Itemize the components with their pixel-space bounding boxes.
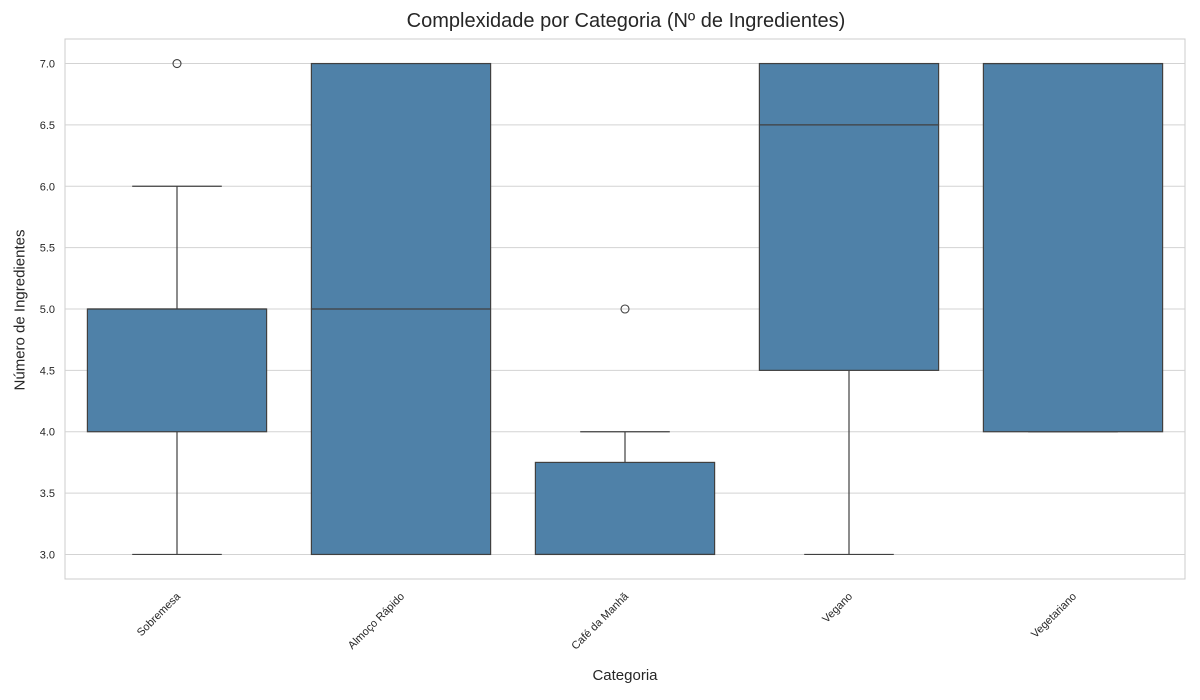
y-tick-label: 5.0 [40, 304, 55, 316]
x-tick-label: Sobremesa [135, 590, 184, 639]
x-axis-label: Categoria [592, 667, 658, 684]
y-tick-label: 7.0 [40, 59, 55, 71]
y-tick-label: 5.5 [40, 243, 55, 255]
outlier-point [172, 58, 182, 69]
box-vegetariano [982, 62, 1164, 433]
y-axis-label: Número de Ingredientes [11, 229, 29, 391]
y-tick-label: 4.5 [40, 365, 55, 377]
box-vegano [758, 62, 940, 371]
y-tick-label: 4.0 [40, 427, 55, 439]
y-tick-label: 3.0 [40, 549, 55, 561]
x-tick-label: Vegano [820, 591, 855, 626]
y-tick-label: 6.0 [40, 181, 55, 193]
x-tick-label: Café da Manhã [569, 590, 631, 652]
box-sobremesa [86, 308, 268, 433]
y-tick-label: 3.5 [40, 488, 55, 500]
x-tick-label: Almoço Rápido [346, 591, 407, 652]
chart-title: Complexidade por Categoria (Nº de Ingred… [406, 10, 846, 32]
y-tick-label: 6.5 [40, 120, 55, 132]
outlier-point [620, 304, 630, 314]
x-tick-label: Vegetariano [1029, 591, 1079, 641]
box-caf-da-manh- [534, 461, 716, 556]
